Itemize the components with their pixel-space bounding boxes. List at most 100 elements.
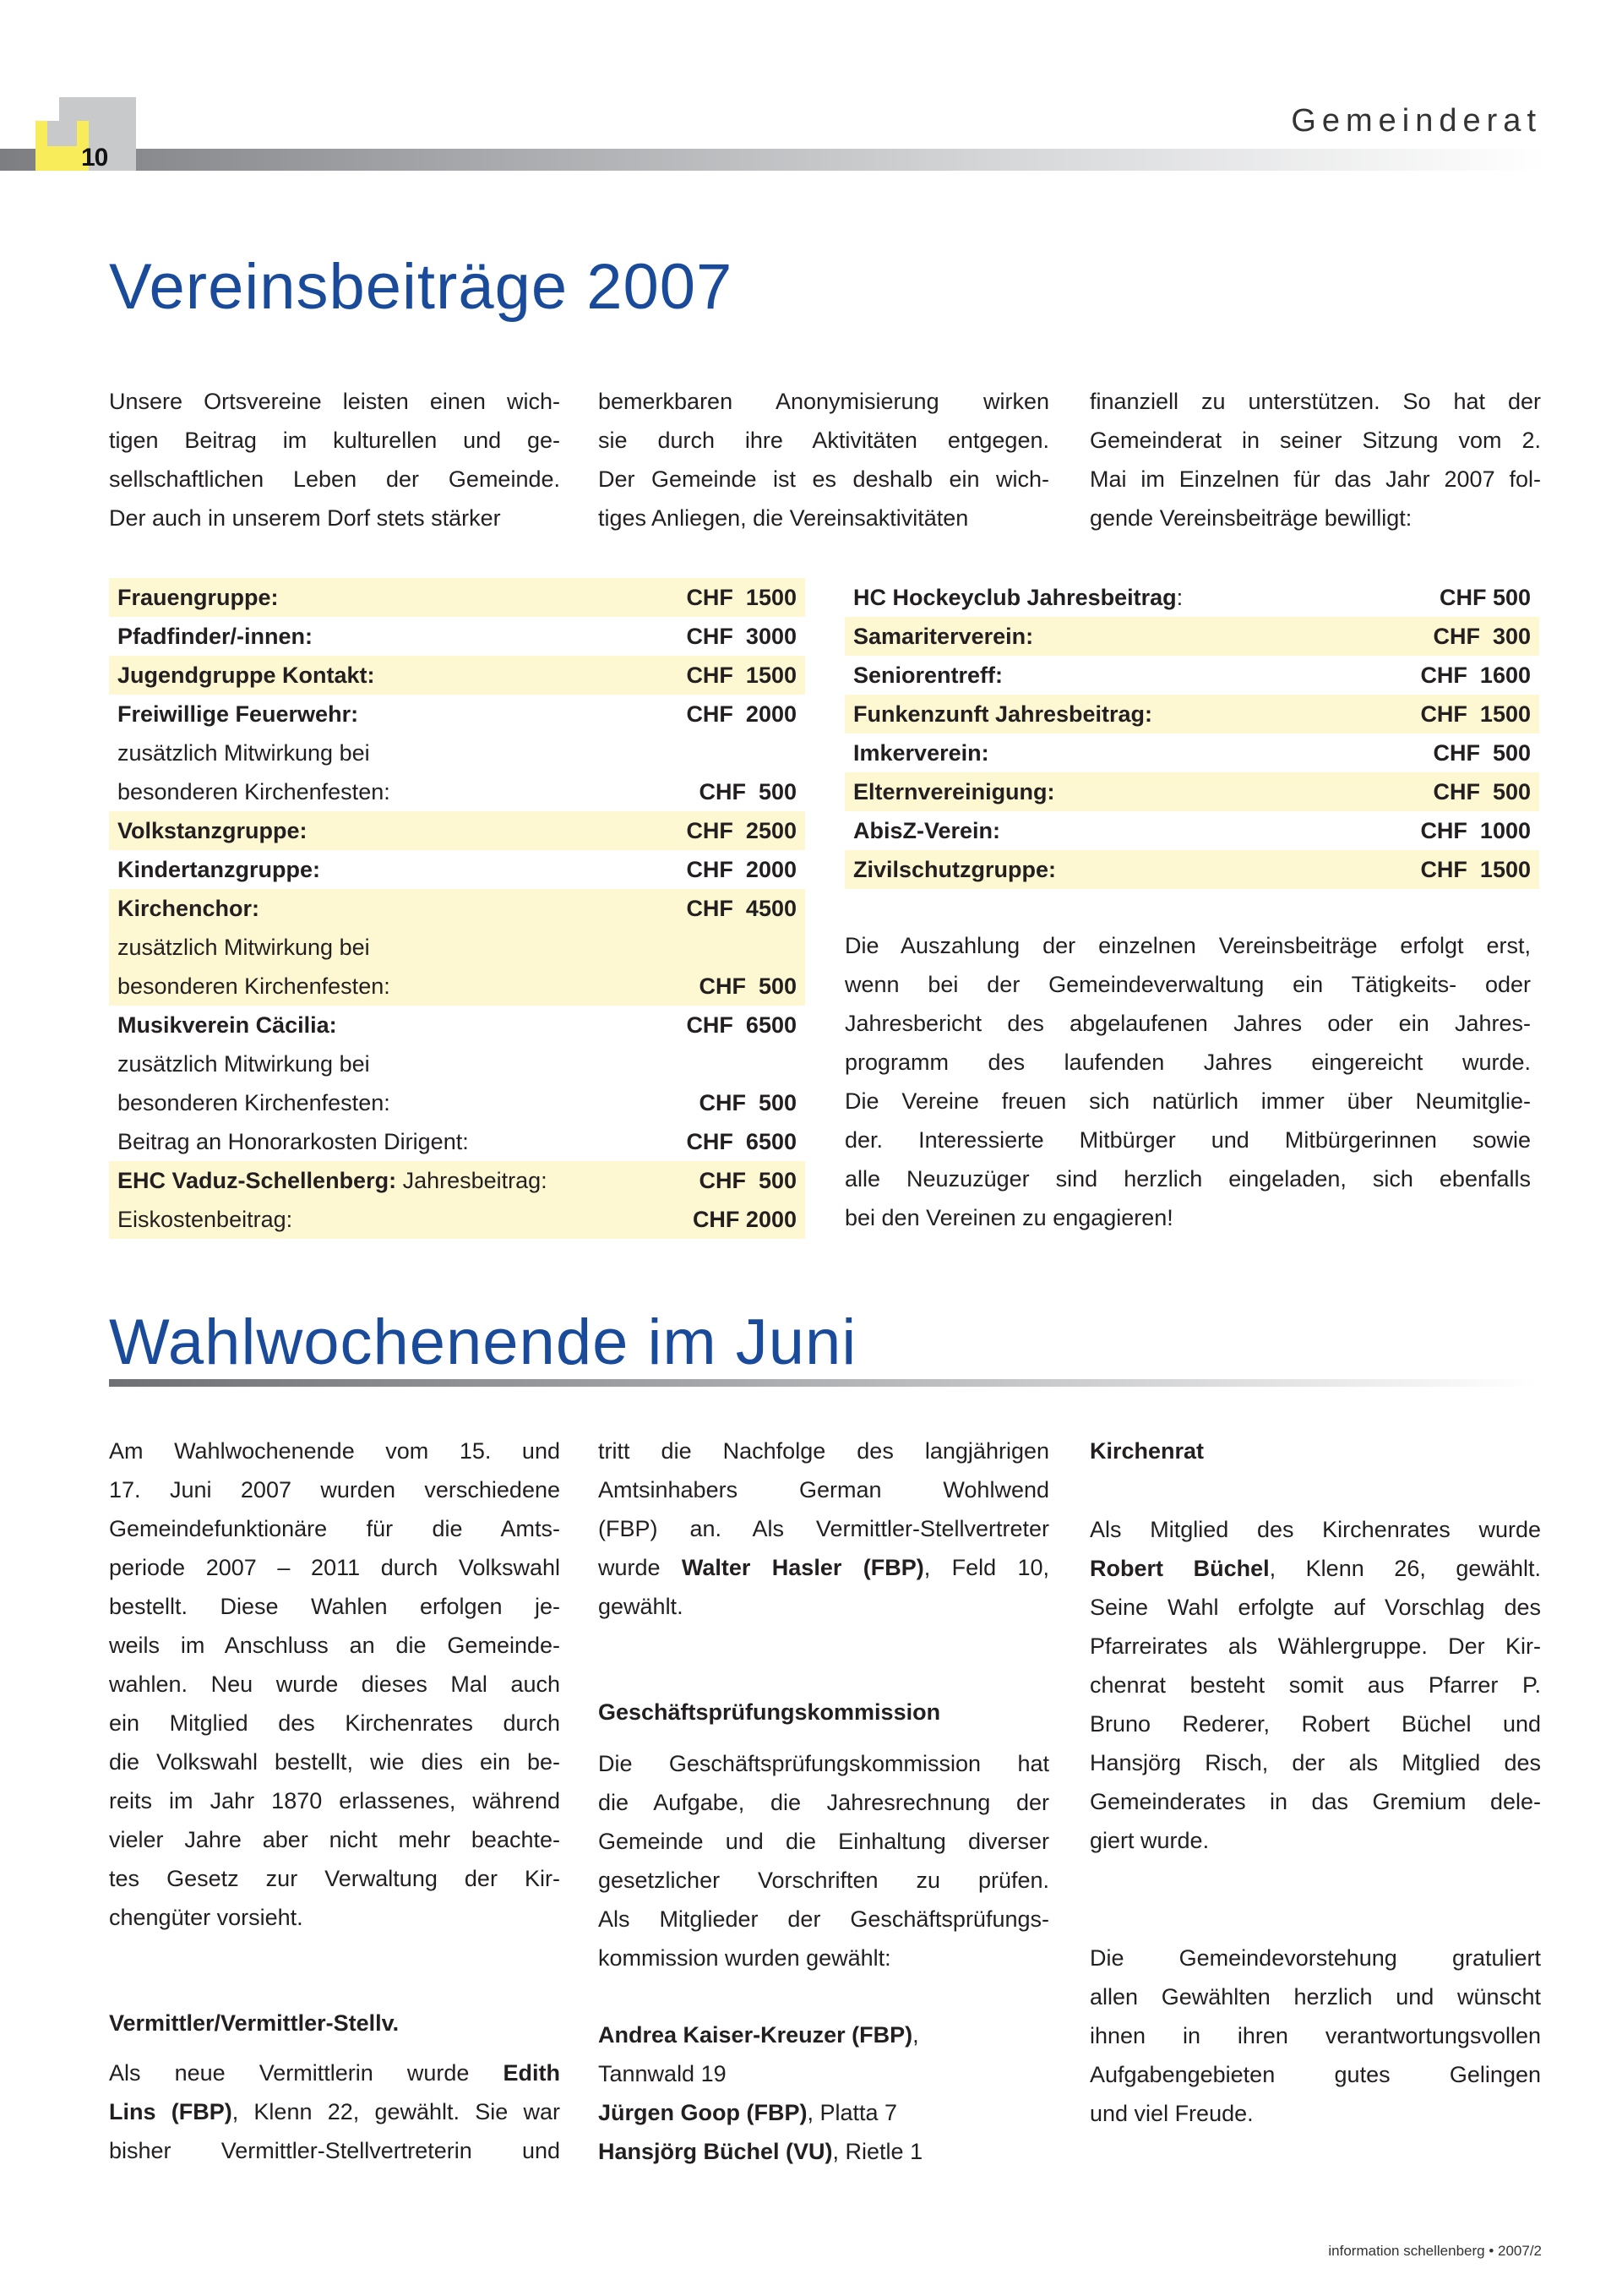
intro-column-3: finanziell zu unterstützen. So hat der Ge… [1090, 382, 1541, 537]
section-title: Gemeinderat [1291, 103, 1542, 139]
text: ihnen in ihren verantwortungsvollen [1090, 2023, 1541, 2048]
text-line: die Volkswahl bestellt, wie dies ein be- [109, 1742, 560, 1781]
table-row: zusätzlich Mitwirkung bei [109, 1044, 805, 1083]
amount: CHF 500 [699, 779, 797, 804]
row-label: Musikverein Cäcilia: [117, 1006, 337, 1044]
text-line: gewählt. [598, 1587, 1049, 1626]
row-label: Freiwillige Feuerwehr: [117, 695, 358, 734]
text-line: giert wurde. [1090, 1821, 1541, 1860]
text: bestellt. Diese Wahlen erfolgen je- [109, 1594, 560, 1619]
table-row: HC Hockeyclub Jahresbeitrag: CHF 500 [845, 578, 1539, 617]
text: Bruno Rederer, Robert Büchel und [1090, 1711, 1541, 1737]
text-line: vieler Jahre aber nicht mehr beachte- [109, 1820, 560, 1859]
text-line: Andrea Kaiser-Kreuzer (FBP), [598, 2015, 1049, 2054]
text-line: Tannwald 19 [598, 2054, 1049, 2093]
text: 17. Juni 2007 wurden verschiedene [109, 1477, 560, 1502]
table-row: Volkstanzgruppe: CHF 2500 [109, 811, 805, 850]
text-line: Die Geschäftsprüfungskommission hat [598, 1744, 1049, 1783]
row-label: Frauengruppe: [117, 578, 279, 617]
table-row: AbisZ-Verein: CHF 1000 [845, 811, 1539, 850]
intro-column-2: bemerkbaren Anonymisierung wirken sie dur… [598, 382, 1049, 537]
text: die Volkswahl bestellt, wie dies ein be- [109, 1749, 560, 1775]
text-line: Jahresbericht des abgelaufenen Jahres od… [845, 1004, 1531, 1043]
heading-kirchenrat: Kirchenrat [1090, 1438, 1205, 1464]
amount: CHF 3000 [686, 624, 797, 649]
text-line: bemerkbaren Anonymisierung wirken [598, 389, 1049, 414]
article-title-wahlwochenende: Wahlwochenende im Juni [109, 1306, 857, 1378]
congratulations-paragraph: Die Gemeindevorstehung gratuliert allen G… [1090, 1939, 1541, 2133]
contributions-table-right: HC Hockeyclub Jahresbeitrag: CHF 500 Samar… [845, 578, 1539, 889]
amount: CHF 2000 [692, 1207, 797, 1232]
row-label: zusätzlich Mitwirkung bei [117, 928, 370, 967]
text: , Feld 10, [923, 1555, 1049, 1580]
text: vieler Jahre aber nicht mehr beachte- [109, 1827, 560, 1852]
table-row: Pfadfinder/-innen: CHF 3000 [109, 617, 805, 656]
row-label: Kindertanzgruppe: [117, 850, 320, 889]
text: wenn bei der Gemeindeverwaltung ein Täti… [845, 972, 1531, 997]
row-label: Jugendgruppe Kontakt: [117, 656, 375, 695]
row-label: Beitrag an Honorarkosten Dirigent: [117, 1122, 469, 1161]
club-group: Freiwillige Feuerwehr: CHF 2000 zusätzlich… [109, 695, 805, 811]
text: Pfarreirates als Wählergruppe. Der Kir- [1090, 1633, 1541, 1659]
row-label: Kirchenchor: [117, 889, 259, 928]
text-line: Der auch in unserem Dorf stets stärker [109, 505, 501, 531]
amount: CHF 1600 [1420, 663, 1531, 688]
text: , Klenn 26, gewählt. [1269, 1556, 1541, 1581]
club-name: Kirchenchor: [117, 896, 260, 921]
amount: CHF 500 [699, 1168, 797, 1193]
text-line: Lins (FBP), Klenn 22, gewählt. Sie war [109, 2092, 560, 2131]
amount: CHF 500 [1439, 585, 1531, 610]
club-name: Pfadfinder/-innen: [117, 624, 313, 649]
row-label: Pfadfinder/-innen: [117, 617, 313, 656]
bold-text: Walter Hasler (FBP) [681, 1555, 924, 1580]
club-name: zusätzlich Mitwirkung bei [117, 1051, 370, 1077]
text-line: tes Gesetz zur Verwaltung der Kir- [109, 1859, 560, 1898]
table-row: Musikverein Cäcilia: CHF 6500 [109, 1006, 805, 1044]
row-label: EHC Vaduz-Schellenberg: Jahresbeitrag: [117, 1161, 547, 1200]
text-line: Pfarreirates als Wählergruppe. Der Kir- [1090, 1627, 1541, 1666]
text-line: chengüter vorsieht. [109, 1898, 560, 1937]
text-line: und viel Freude. [1090, 2094, 1541, 2133]
table-row: Frauengruppe: CHF 1500 [109, 578, 805, 617]
text: , Platta 7 [807, 2100, 898, 2125]
text-line: finanziell zu unterstützen. So hat der [1090, 389, 1541, 414]
text: (FBP) an. Als Vermittler-Stellvertreter [598, 1516, 1049, 1541]
club-group: Volkstanzgruppe: CHF 2500 [109, 811, 805, 850]
table-row: Zivilschutzgruppe: CHF 1500 [845, 850, 1539, 889]
text: Als Mitglieder der Geschäftsprüfungs- [598, 1906, 1049, 1932]
heading-vermittler: Vermittler/Vermittler-Stellv. [109, 2010, 400, 2036]
club-name: Frauengruppe: [117, 585, 279, 610]
text: wurde [598, 1555, 682, 1580]
amount: CHF 1500 [1420, 857, 1531, 882]
table-row: Funkenzunft Jahresbeitrag: CHF 1500 [845, 695, 1539, 734]
amount: CHF 1000 [1420, 818, 1531, 843]
text: Jahresbericht des abgelaufenen Jahres od… [845, 1011, 1531, 1036]
bold-text: Edith [503, 2060, 561, 2086]
text: Aufgabengebieten gutes Gelingen [1090, 2062, 1541, 2087]
text: Als neue Vermittlerin wurde [109, 2060, 503, 2086]
text-line: Mai im Einzelnen für das Jahr 2007 fol- [1090, 466, 1541, 492]
text: Als Mitglied des Kirchenrates wurde [1090, 1517, 1541, 1542]
row-label: besonderen Kirchenfesten: [117, 967, 390, 1006]
gpk-members-list: Andrea Kaiser-Kreuzer (FBP), Tannwald 19 J… [598, 2015, 1049, 2171]
club-group: Pfadfinder/-innen: CHF 3000 [109, 617, 805, 656]
table-row: besonderen Kirchenfesten: CHF 500 [109, 967, 805, 1006]
text-line: ein Mitglied des Kirchenrates durch [109, 1704, 560, 1742]
table-row: besonderen Kirchenfesten: CHF 500 [109, 1083, 805, 1122]
text-line: Hansjörg Risch, der als Mitglied des [1090, 1743, 1541, 1782]
row-label: Zivilschutzgruppe: [853, 850, 1056, 889]
table-row: Samariterverein: CHF 300 [845, 617, 1539, 656]
text-line: Gemeinderates in das Gremium dele- [1090, 1782, 1541, 1821]
article-title-vereinsbeitraege: Vereinsbeiträge 2007 [109, 251, 733, 323]
club-group: Jugendgruppe Kontakt: CHF 1500 [109, 656, 805, 695]
club-name: Zivilschutzgruppe: [853, 857, 1057, 882]
club-name: Kindertanzgruppe: [117, 857, 320, 882]
text-line: Als neue Vermittlerin wurde Edith [109, 2053, 560, 2092]
text-line: Die Vereine freuen sich natürlich immer … [845, 1082, 1531, 1121]
header-gray-notch [47, 121, 77, 146]
text-line: Als Mitglied des Kirchenrates wurde [1090, 1510, 1541, 1549]
text: Gemeindefunktionäre für die Amts- [109, 1516, 560, 1541]
page-number: 10 [81, 144, 108, 172]
table-row: Kindertanzgruppe: CHF 2000 [109, 850, 805, 889]
text-line: Gemeindefunktionäre für die Amts- [109, 1509, 560, 1548]
